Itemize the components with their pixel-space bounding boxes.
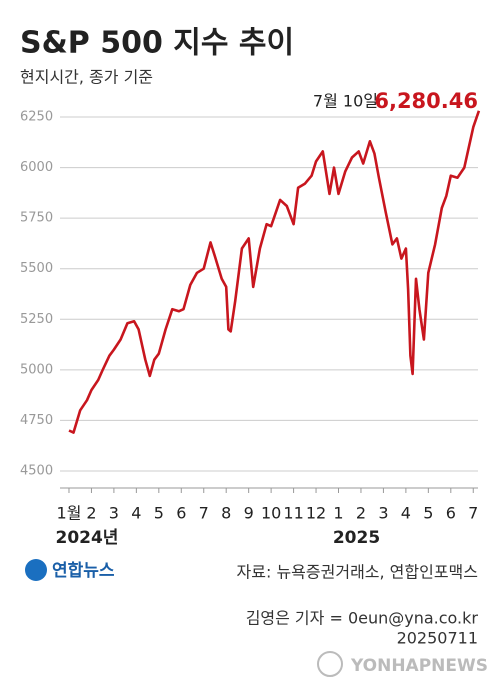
annotation-date: 7월 10일 <box>313 92 378 111</box>
x-tick-label: 7 <box>468 504 478 523</box>
watermark-icon <box>317 651 343 677</box>
x-tick-label: 3 <box>109 504 119 523</box>
x-tick-label: 4 <box>131 504 141 523</box>
x-tick-label: 6 <box>176 504 186 523</box>
chart-subtitle: 현지시간, 종가 기준 <box>20 68 153 87</box>
y-tick-label: 4750 <box>20 413 53 428</box>
logo: 연합뉴스 <box>52 560 115 581</box>
x-tick-label: 6 <box>446 504 456 523</box>
credit: 김영은 기자 = 0eun@yna.co.kr <box>246 609 479 628</box>
date: 20250711 <box>397 629 478 648</box>
source: 자료: 뉴욕증권거래소, 연합인포맥스 <box>237 563 478 582</box>
x-tick-label: 2 <box>356 504 366 523</box>
x-tick-label: 3 <box>378 504 388 523</box>
x-tick-label: 11 <box>283 504 303 523</box>
x-tick-label: 4 <box>401 504 411 523</box>
watermark: YONHAPNEWS <box>350 656 488 676</box>
x-tick-label: 8 <box>221 504 231 523</box>
y-tick-label: 5250 <box>20 312 53 327</box>
annotation-value: 6,280.46 <box>374 89 478 113</box>
x-tick-label: 2 <box>86 504 96 523</box>
y-tick-label: 4500 <box>20 464 53 479</box>
x-tick-label: 7 <box>199 504 209 523</box>
x-tick-label: 12 <box>306 504 326 523</box>
y-tick-label: 6250 <box>20 110 53 125</box>
x-tick-label: 1 <box>333 504 343 523</box>
y-tick-label: 5000 <box>20 362 53 377</box>
y-tick-label: 5500 <box>20 261 53 276</box>
year-label: 2024년 <box>55 528 118 548</box>
chart-title: S&P 500 지수 추이 <box>20 26 294 61</box>
x-tick-label: 5 <box>154 504 164 523</box>
x-tick-label: 10 <box>261 504 281 523</box>
series-line <box>68 110 481 434</box>
x-tick-label: 9 <box>244 504 254 523</box>
x-tick-label: 5 <box>423 504 433 523</box>
year-label: 2025 <box>333 528 380 548</box>
logo-icon <box>25 559 47 581</box>
x-tick-label: 1월 <box>57 504 82 523</box>
y-tick-label: 6000 <box>20 160 53 175</box>
y-tick-label: 5750 <box>20 211 53 226</box>
